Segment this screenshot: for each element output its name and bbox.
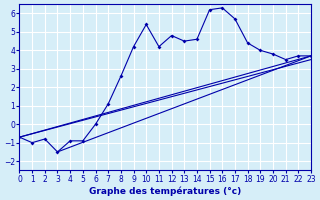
X-axis label: Graphe des températures (°c): Graphe des températures (°c): [89, 186, 241, 196]
